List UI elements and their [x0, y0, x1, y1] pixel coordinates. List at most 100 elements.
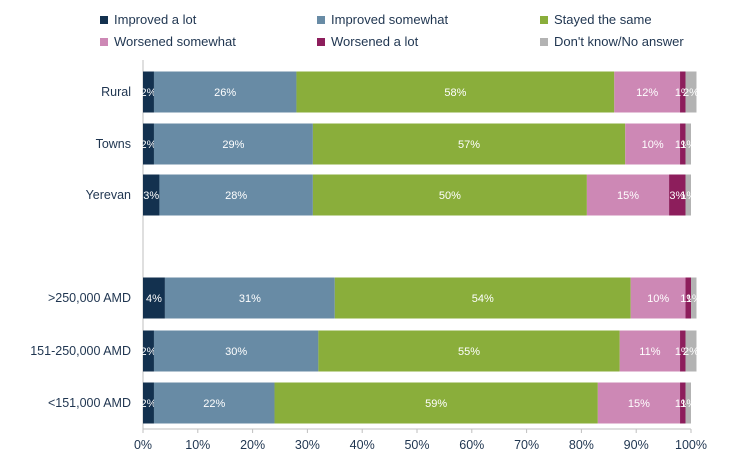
- data-label: 59%: [425, 398, 447, 410]
- legend-swatch: [317, 15, 325, 24]
- legend-label: Improved somewhat: [331, 12, 449, 27]
- bar-segment: [669, 174, 686, 216]
- x-tick-label: 0%: [134, 438, 152, 452]
- bar-segment: [143, 382, 154, 424]
- bar-segment: [680, 71, 686, 113]
- bar-segment: [685, 174, 691, 216]
- legend-item: Improved a lot: [100, 12, 196, 27]
- legend-item: Worsened a lot: [317, 34, 418, 49]
- x-tick-label: 50%: [404, 438, 429, 452]
- bar-segment: [312, 174, 587, 216]
- legend-item: Stayed the same: [540, 12, 652, 27]
- bar-segment: [680, 330, 686, 372]
- x-tick-label: 80%: [569, 438, 594, 452]
- data-label: 10%: [647, 293, 669, 305]
- legend-label: Don't know/No answer: [554, 34, 684, 49]
- x-tick-label: 60%: [459, 438, 484, 452]
- bar-segment: [153, 71, 297, 113]
- data-label: 2%: [141, 139, 157, 151]
- data-label: 28%: [225, 190, 247, 202]
- data-label: 1%: [680, 398, 696, 410]
- legend-label: Worsened somewhat: [114, 34, 236, 49]
- category-label: Towns: [96, 137, 131, 151]
- data-label: 2%: [683, 87, 699, 99]
- data-label: 15%: [628, 398, 650, 410]
- legend-swatch: [100, 37, 108, 46]
- data-label: 2%: [141, 398, 157, 410]
- legend-label: Worsened a lot: [331, 34, 419, 49]
- bar-segment: [691, 277, 697, 319]
- bar-segment: [680, 382, 686, 424]
- legend-swatch: [540, 15, 548, 24]
- x-tick-label: 70%: [514, 438, 539, 452]
- legend-swatch: [100, 15, 108, 24]
- bar-segment: [143, 330, 154, 372]
- data-label: 31%: [239, 293, 261, 305]
- data-label: 58%: [444, 87, 466, 99]
- bar-segment: [597, 382, 681, 424]
- bar-segment: [685, 330, 697, 372]
- bar-segment: [159, 174, 313, 216]
- x-tick-label: 100%: [675, 438, 707, 452]
- bar-segment: [153, 382, 275, 424]
- bar-segment: [143, 174, 160, 216]
- data-label: 26%: [214, 87, 236, 99]
- category-label: >250,000 AMD: [48, 291, 131, 305]
- data-label: 3%: [669, 190, 685, 202]
- data-label: 22%: [203, 398, 225, 410]
- data-label: 30%: [225, 346, 247, 358]
- data-label: 2%: [141, 87, 157, 99]
- data-label: 1%: [680, 139, 696, 151]
- bar-segment: [685, 382, 691, 424]
- x-tick-label: 40%: [350, 438, 375, 452]
- bar-segment: [296, 71, 615, 113]
- data-label: 29%: [222, 139, 244, 151]
- x-tick-label: 30%: [295, 438, 320, 452]
- data-label: 55%: [458, 346, 480, 358]
- bar-segment: [630, 277, 686, 319]
- data-label: 15%: [617, 190, 639, 202]
- bar-segment: [312, 123, 626, 165]
- data-label: 2%: [683, 346, 699, 358]
- bar-segment: [318, 330, 620, 372]
- data-label: 4%: [146, 293, 162, 305]
- legend-label: Improved a lot: [114, 12, 197, 27]
- x-tick-label: 20%: [240, 438, 265, 452]
- legend-item: Improved somewhat: [317, 12, 448, 27]
- category-label: Rural: [101, 85, 131, 99]
- bar-segment: [334, 277, 631, 319]
- bar-segment: [143, 123, 154, 165]
- bar-segment: [164, 277, 335, 319]
- bar-segment: [685, 277, 691, 319]
- data-label: 1%: [686, 293, 702, 305]
- x-tick-label: 10%: [185, 438, 210, 452]
- bar-segment: [685, 123, 691, 165]
- category-label: 151-250,000 AMD: [30, 344, 131, 358]
- data-label: 12%: [636, 87, 658, 99]
- data-label: 57%: [458, 139, 480, 151]
- bar-segment: [153, 330, 319, 372]
- legend-item: Don't know/No answer: [540, 34, 684, 49]
- bar-segment: [274, 382, 598, 424]
- data-label: 3%: [143, 190, 159, 202]
- bar-segment: [614, 71, 681, 113]
- bar-segment: [153, 123, 313, 165]
- data-label: 50%: [439, 190, 461, 202]
- data-label: 54%: [472, 293, 494, 305]
- bar-segment: [143, 71, 154, 113]
- data-label: 2%: [141, 346, 157, 358]
- bar-segment: [685, 71, 697, 113]
- legend-swatch: [540, 37, 548, 46]
- legend-label: Stayed the same: [554, 12, 652, 27]
- legend-swatch: [317, 37, 325, 46]
- category-label: <151,000 AMD: [48, 396, 131, 410]
- data-label: 11%: [639, 346, 660, 358]
- x-tick-label: 90%: [624, 438, 649, 452]
- bar-segment: [143, 277, 165, 319]
- bar-segment: [619, 330, 681, 372]
- bar-segment: [586, 174, 670, 216]
- data-label: 10%: [642, 139, 664, 151]
- bar-segment: [680, 123, 686, 165]
- data-label: 1%: [680, 190, 696, 202]
